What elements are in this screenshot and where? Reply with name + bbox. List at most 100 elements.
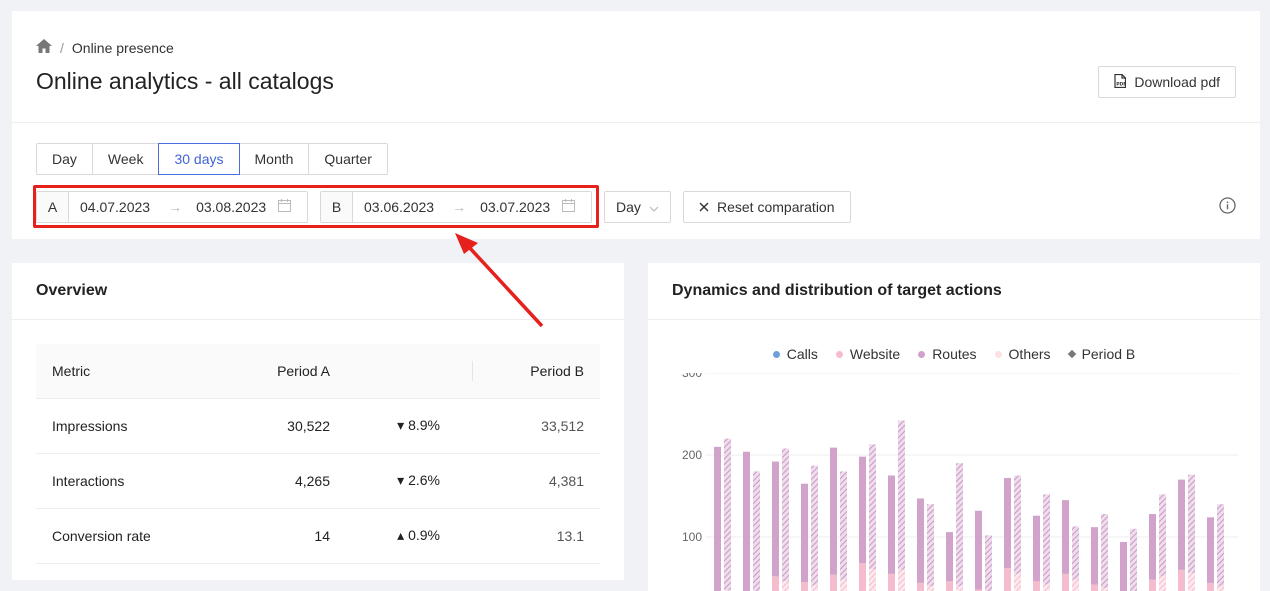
bar-segment-routes[interactable] (714, 446, 721, 591)
bar-segment-routes[interactable] (1062, 500, 1069, 574)
bar-segment-routes-period-b[interactable] (898, 420, 905, 570)
bar-segment-routes[interactable] (743, 451, 750, 591)
legend-item-period-b[interactable]: Period B (1067, 346, 1135, 362)
calendar-icon[interactable] (562, 199, 576, 215)
bar-segment-routes-period-b[interactable] (840, 471, 847, 580)
bar-segment-routes-period-b[interactable] (1101, 514, 1108, 588)
range-a-label: A (37, 192, 69, 222)
range-a-end[interactable]: 03.08.2023 (196, 199, 267, 215)
bar-segment-routes-period-b[interactable] (1159, 494, 1166, 577)
bar-segment-routes[interactable] (946, 532, 953, 582)
bar-segment-routes[interactable] (801, 483, 808, 583)
bar-segment-website-period-b[interactable] (1217, 586, 1224, 591)
bar-segment-routes-period-b[interactable] (927, 504, 934, 587)
bar-segment-website[interactable] (1033, 581, 1040, 591)
bar-segment-routes-period-b[interactable] (956, 463, 963, 587)
bar-segment-routes-period-b[interactable] (1217, 504, 1224, 587)
breadcrumb: / Online presence (36, 39, 174, 56)
bar-segment-website[interactable] (1091, 584, 1098, 591)
bar-segment-routes[interactable] (1149, 514, 1156, 580)
period-b-value: 33,512 (472, 398, 600, 454)
bar-segment-routes[interactable] (1004, 477, 1011, 569)
period-a-value: 4,265 (206, 453, 346, 509)
bar-segment-routes-period-b[interactable] (753, 471, 760, 591)
bar-segment-routes-period-b[interactable] (1072, 526, 1079, 580)
arrow-right-icon: → (452, 199, 467, 215)
bar-segment-website[interactable] (801, 582, 808, 591)
bar-segment-routes[interactable] (1120, 541, 1127, 591)
bar-segment-website[interactable] (917, 582, 924, 591)
bar-segment-website-period-b[interactable] (1072, 579, 1079, 591)
bar-segment-website[interactable] (1062, 573, 1069, 591)
legend-item-website[interactable]: Website (835, 346, 900, 362)
bar-segment-website-period-b[interactable] (1159, 576, 1166, 591)
tab-quarter[interactable]: Quarter (308, 143, 388, 175)
info-icon[interactable] (1219, 197, 1236, 219)
bar-segment-website-period-b[interactable] (782, 581, 789, 591)
bar-segment-website[interactable] (975, 589, 982, 591)
bar-segment-routes[interactable] (772, 461, 779, 577)
metric-name: Impressions (36, 398, 206, 454)
bar-segment-routes[interactable] (859, 456, 866, 564)
bar-segment-website[interactable] (830, 574, 837, 591)
tab-day[interactable]: Day (36, 143, 93, 175)
range-b-end[interactable]: 03.07.2023 (480, 199, 551, 215)
range-a-start[interactable]: 04.07.2023 (80, 199, 151, 215)
bar-segment-routes-period-b[interactable] (811, 465, 818, 586)
home-icon[interactable] (36, 39, 52, 56)
bar-segment-routes[interactable] (917, 498, 924, 583)
bar-segment-website[interactable] (946, 581, 953, 591)
bar-segment-website-period-b[interactable] (898, 569, 905, 591)
bar-segment-routes[interactable] (888, 475, 895, 574)
bar-segment-website-period-b[interactable] (811, 585, 818, 591)
range-b-start[interactable]: 03.06.2023 (364, 199, 435, 215)
bar-segment-website[interactable] (859, 563, 866, 591)
bar-segment-website-period-b[interactable] (869, 568, 876, 591)
legend-item-others[interactable]: Others (994, 346, 1051, 362)
bar-segment-routes[interactable] (1091, 527, 1098, 585)
overview-title: Overview (36, 282, 108, 299)
range-b-picker[interactable]: B 03.06.2023 → 03.07.2023 (320, 191, 592, 223)
bar-segment-routes[interactable] (1033, 515, 1040, 582)
download-pdf-button[interactable]: PDF Download pdf (1098, 66, 1236, 98)
range-a-picker[interactable]: A 04.07.2023 → 03.08.2023 (36, 191, 308, 223)
bar-segment-website[interactable] (1149, 579, 1156, 591)
bar-segment-website-period-b[interactable] (840, 579, 847, 591)
bar-segment-website-period-b[interactable] (1188, 573, 1195, 591)
granularity-select[interactable]: Day (604, 191, 671, 223)
bar-segment-website[interactable] (772, 576, 779, 591)
bar-segment-routes[interactable] (1207, 517, 1214, 583)
legend-item-routes[interactable]: Routes (918, 346, 977, 362)
y-tick-label: 100 (682, 530, 702, 544)
table-row: Interactions 4,265 ▾ 2.6% 4,381 (36, 453, 600, 509)
bar-segment-routes-period-b[interactable] (1130, 528, 1137, 591)
bar-segment-routes-period-b[interactable] (869, 444, 876, 569)
bar-segment-routes-period-b[interactable] (1188, 474, 1195, 574)
tab-30-days[interactable]: 30 days (158, 143, 240, 175)
bar-segment-website-period-b[interactable] (927, 586, 934, 591)
bar-segment-routes-period-b[interactable] (1014, 475, 1021, 574)
bar-segment-website[interactable] (1207, 582, 1214, 591)
calendar-icon[interactable] (278, 199, 292, 215)
bar-segment-routes-period-b[interactable] (985, 535, 992, 591)
bar-segment-website-period-b[interactable] (1101, 587, 1108, 591)
bar-segment-routes[interactable] (1178, 479, 1185, 570)
bar-segment-routes-period-b[interactable] (1043, 494, 1050, 585)
tab-week[interactable]: Week (91, 143, 160, 175)
bar-segment-routes[interactable] (830, 447, 837, 575)
tab-month[interactable]: Month (238, 143, 310, 175)
bar-segment-routes[interactable] (975, 510, 982, 590)
bar-segment-website[interactable] (1178, 569, 1185, 591)
legend-item-calls[interactable]: Calls (772, 346, 818, 362)
chart-legend: Calls Website Routes Others Period B (648, 346, 1260, 362)
legend-dot-calls (772, 350, 780, 358)
bar-segment-website[interactable] (1004, 568, 1011, 591)
bar-segment-website-period-b[interactable] (1043, 584, 1050, 591)
change-value: ▾ 2.6% (346, 453, 472, 509)
bar-segment-website[interactable] (888, 573, 895, 591)
bar-segment-website-period-b[interactable] (1014, 573, 1021, 591)
bar-segment-routes-period-b[interactable] (724, 438, 731, 591)
reset-comparation-button[interactable]: Reset comparation (683, 191, 851, 223)
bar-segment-routes-period-b[interactable] (782, 448, 789, 582)
bar-segment-website-period-b[interactable] (956, 586, 963, 591)
